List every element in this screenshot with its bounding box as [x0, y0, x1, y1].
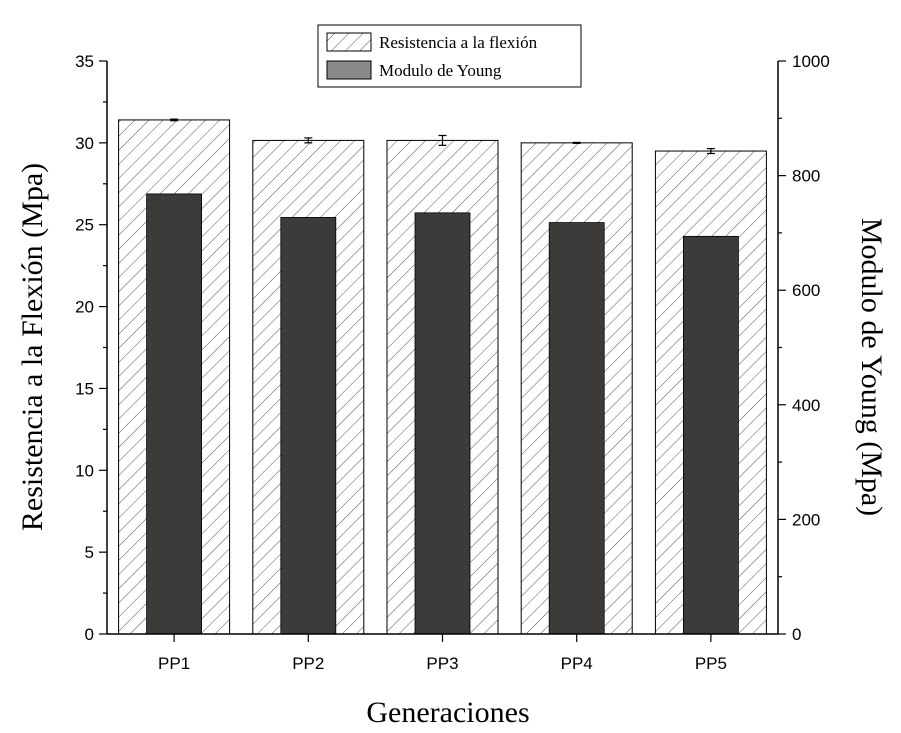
left-tick-label: 20 — [75, 298, 94, 317]
x-tick-label-pp5: PP5 — [695, 654, 727, 673]
error-bar-pp3 — [438, 134, 447, 146]
bar-young-pp5 — [683, 235, 739, 635]
right-tick-label: 1000 — [792, 52, 830, 71]
legend-swatch-young — [326, 60, 372, 80]
x-tick-label-pp2: PP2 — [292, 654, 324, 673]
x-axis-title: Generaciones — [366, 696, 529, 729]
x-tick-label-pp1: PP1 — [158, 654, 190, 673]
x-tick-label-pp4: PP4 — [561, 654, 593, 673]
right-tick-label: 800 — [792, 167, 820, 186]
legend: Resistencia a la flexión Modulo de Young — [317, 24, 582, 88]
left-y-ticks: 0 5 10 15 20 25 30 35 — [75, 52, 107, 644]
error-bar-pp1 — [170, 118, 179, 122]
bar-young-pp3 — [414, 212, 471, 635]
right-tick-label: 0 — [792, 625, 801, 644]
x-ticks: PP1 PP2 PP3 PP4 PP5 — [158, 634, 727, 673]
left-tick-label: 30 — [75, 134, 94, 153]
error-bar-pp5 — [706, 147, 715, 155]
bars-layer — [118, 119, 767, 635]
left-tick-label: 35 — [75, 52, 94, 71]
right-y-axis-title: Modulo de Young (Mpa) — [855, 218, 888, 516]
legend-swatch-resistencia — [326, 32, 372, 52]
right-tick-label: 600 — [792, 281, 820, 300]
right-tick-label: 400 — [792, 396, 820, 415]
left-y-axis-title: Resistencia a la Flexión (Mpa) — [16, 163, 49, 531]
right-tick-label: 200 — [792, 510, 820, 529]
left-tick-label: 25 — [75, 216, 94, 235]
error-bars-layer — [170, 118, 715, 155]
error-bar-pp4 — [572, 141, 581, 144]
legend-label-young: Modulo de Young — [379, 61, 502, 80]
bar-young-pp4 — [548, 222, 605, 635]
bar-young-pp1 — [146, 193, 203, 635]
x-tick-label-pp3: PP3 — [426, 654, 458, 673]
left-tick-label: 10 — [75, 461, 94, 480]
bar-young-pp2 — [280, 217, 337, 635]
right-y-ticks: 0 200 400 600 800 1000 — [778, 52, 830, 644]
left-tick-label: 0 — [85, 625, 94, 644]
left-tick-label: 5 — [85, 543, 94, 562]
legend-label-resistencia: Resistencia a la flexión — [379, 33, 538, 52]
error-bar-pp2 — [304, 137, 313, 144]
left-tick-label: 15 — [75, 379, 94, 398]
